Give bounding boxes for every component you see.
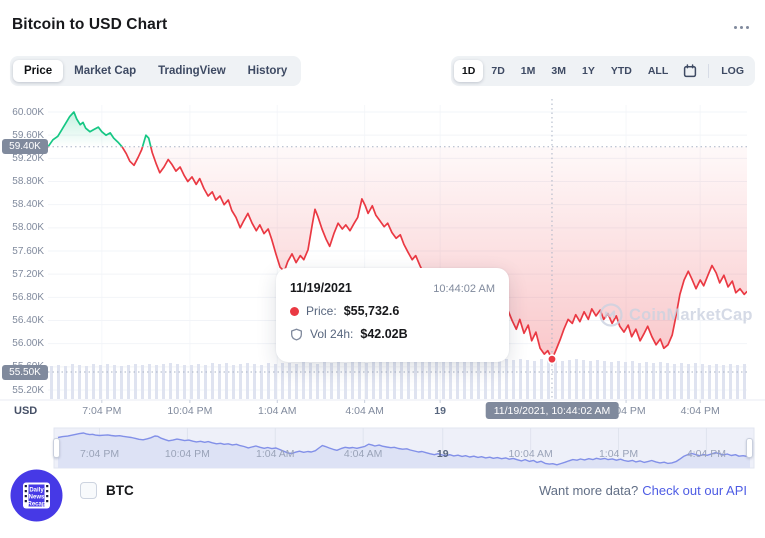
tooltip-vol-value: $42.02B xyxy=(360,327,408,341)
navigator-axis-label: 4:04 PM xyxy=(686,448,726,460)
range-button-3m[interactable]: 3M xyxy=(543,60,574,82)
crosshair-date-badge: 11/19/2021, 10:44:02 AM xyxy=(485,402,619,419)
tab-tradingview[interactable]: TradingView xyxy=(147,60,237,82)
y-axis-label: 57.60K xyxy=(12,245,44,257)
daily-news-recap-logo[interactable]: Daily News Recap xyxy=(10,469,63,522)
navigator-right-handle[interactable] xyxy=(746,438,753,458)
tooltip-time: 10:44:02 AM xyxy=(433,283,495,295)
logo-line-3: Recap xyxy=(27,502,45,508)
y-axis-label: 57.20K xyxy=(12,268,44,280)
tab-market-cap[interactable]: Market Cap xyxy=(63,60,147,82)
tooltip-date: 11/19/2021 xyxy=(290,281,352,295)
range-button-7d[interactable]: 7D xyxy=(483,60,512,82)
range-button-ytd[interactable]: YTD xyxy=(603,60,640,82)
time-range-selector: 1D 7D 1M 3M 1Y YTD ALL LOG xyxy=(450,56,755,86)
x-axis-label: 1:04 AM xyxy=(258,405,297,417)
range-button-1d[interactable]: 1D xyxy=(453,60,484,82)
range-button-1y[interactable]: 1Y xyxy=(574,60,603,82)
navigator-axis-label: 4:04 AM xyxy=(343,448,383,460)
navigator-axis-label: 1:04 AM xyxy=(256,448,295,460)
btc-checkbox[interactable] xyxy=(80,482,97,499)
navigator-axis-label: 7:04 PM xyxy=(79,448,120,460)
hover-point-dot xyxy=(546,354,557,365)
navigator-axis-label: 10:04 AM xyxy=(508,448,553,460)
y-axis-label: 56.80K xyxy=(12,291,44,303)
navigator-line xyxy=(57,432,751,466)
calendar-icon xyxy=(684,64,697,78)
tooltip-vol-label: Vol 24h: xyxy=(310,327,354,341)
navigator-axis-label: 1:04 PM xyxy=(598,448,639,460)
y-axis-label: 56.40K xyxy=(12,315,44,326)
x-axis-label: 10:04 PM xyxy=(167,405,213,417)
y-axis-label: 58.00K xyxy=(12,222,44,234)
x-axis-label: 4:04 AM xyxy=(345,405,384,417)
calendar-button[interactable] xyxy=(676,60,704,82)
navigator-axis-label: 10:04 PM xyxy=(164,448,210,460)
tooltip-price-value: $55,732.6 xyxy=(343,304,400,318)
x-axis-label: 19 xyxy=(434,405,446,417)
y-axis-label: 59.60K xyxy=(12,129,44,141)
api-link[interactable]: Check out our API xyxy=(642,483,747,498)
y-axis-label: 56.00K xyxy=(12,338,44,350)
logo-line-2: News xyxy=(29,495,45,501)
crosshair-price-badge: 55.50K xyxy=(2,364,48,380)
y-axis-label: 58.80K xyxy=(12,176,44,187)
chart-type-tabs: Price Market Cap TradingView History xyxy=(10,56,302,86)
baseline-price-badge: 59.40K xyxy=(2,139,48,155)
btc-checkbox-label: BTC xyxy=(106,483,134,498)
y-axis-label: 60.00K xyxy=(12,106,44,118)
x-axis-label: 4:04 PM xyxy=(680,405,720,417)
shield-icon xyxy=(291,328,302,341)
watermark-text: CoinMarketCap xyxy=(629,305,753,324)
page-title: Bitcoin to USD Chart xyxy=(12,16,168,33)
navigator-axis-label: 19 xyxy=(436,448,449,460)
chart-tooltip: 11/19/2021 10:44:02 AM Price: $55,732.6 … xyxy=(276,268,509,362)
navigator[interactable] xyxy=(53,427,755,469)
navigator-area xyxy=(58,433,750,468)
x-axis-label: 7:04 PM xyxy=(82,405,122,417)
y-axis-label: 55.20K xyxy=(12,384,44,396)
coinmarketcap-watermark: CoinMarketCap xyxy=(599,303,753,327)
tooltip-price-label: Price: xyxy=(306,304,337,318)
coinmarketcap-logo-icon xyxy=(599,303,623,327)
y-axis-label: 59.20K xyxy=(12,152,44,164)
log-scale-button[interactable]: LOG xyxy=(713,60,752,82)
logo-line-1: Daily xyxy=(29,488,44,494)
toolbar-divider xyxy=(708,64,710,78)
price-dot-icon xyxy=(290,306,299,316)
tab-price[interactable]: Price xyxy=(13,60,64,82)
range-button-1m[interactable]: 1M xyxy=(513,60,544,82)
api-prompt-text: Want more data? xyxy=(538,483,639,498)
y-axis-label: 58.40K xyxy=(12,199,44,211)
more-options-icon xyxy=(734,26,737,29)
range-button-all[interactable]: ALL xyxy=(640,60,676,82)
tab-history[interactable]: History xyxy=(237,60,299,82)
volume-bars xyxy=(50,359,746,399)
more-options-button[interactable] xyxy=(734,26,749,29)
currency-label: USD xyxy=(14,405,38,417)
navigator-left-handle[interactable] xyxy=(53,438,60,458)
